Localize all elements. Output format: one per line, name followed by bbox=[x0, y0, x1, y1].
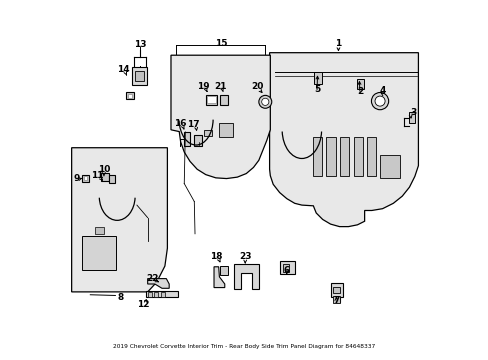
Text: 10: 10 bbox=[98, 166, 111, 175]
Text: 20: 20 bbox=[251, 82, 263, 91]
Text: 2019 Chevrolet Corvette Interior Trim - Rear Body Side Trim Panel Diagram for 84: 2019 Chevrolet Corvette Interior Trim - … bbox=[113, 344, 375, 349]
Text: 8: 8 bbox=[118, 293, 123, 302]
Bar bbox=[312, 137, 321, 176]
Bar bbox=[282, 264, 288, 272]
Bar bbox=[207, 96, 215, 103]
Polygon shape bbox=[269, 53, 418, 226]
Text: 23: 23 bbox=[239, 252, 251, 261]
Bar bbox=[101, 173, 109, 181]
Polygon shape bbox=[72, 148, 167, 292]
Text: 6: 6 bbox=[283, 266, 289, 275]
Polygon shape bbox=[171, 55, 270, 179]
Bar bbox=[332, 287, 340, 293]
Bar bbox=[218, 123, 233, 137]
Text: 2: 2 bbox=[356, 86, 363, 95]
Text: 15: 15 bbox=[214, 39, 226, 48]
Circle shape bbox=[261, 98, 268, 105]
Bar bbox=[154, 292, 158, 297]
Bar bbox=[357, 78, 363, 89]
Bar bbox=[366, 137, 376, 176]
Text: 21: 21 bbox=[213, 82, 226, 91]
Bar bbox=[82, 235, 116, 270]
Bar bbox=[126, 92, 134, 99]
Bar bbox=[183, 132, 190, 145]
Text: 14: 14 bbox=[117, 65, 130, 74]
Text: 12: 12 bbox=[137, 300, 149, 309]
Bar bbox=[220, 95, 227, 105]
Text: 3: 3 bbox=[409, 108, 415, 117]
Bar bbox=[339, 137, 348, 176]
Polygon shape bbox=[214, 267, 224, 288]
Bar bbox=[408, 112, 414, 123]
Text: 5: 5 bbox=[313, 85, 320, 94]
Bar bbox=[82, 175, 89, 182]
Text: 9: 9 bbox=[74, 175, 80, 184]
Bar bbox=[314, 72, 322, 84]
Text: 18: 18 bbox=[210, 252, 223, 261]
Bar bbox=[83, 176, 87, 180]
Text: 22: 22 bbox=[146, 274, 159, 283]
Bar bbox=[94, 227, 104, 234]
Bar bbox=[206, 95, 217, 105]
Text: 17: 17 bbox=[187, 120, 200, 129]
Text: 11: 11 bbox=[91, 171, 103, 180]
Bar bbox=[325, 137, 335, 176]
Text: 1: 1 bbox=[335, 39, 341, 48]
Bar bbox=[194, 135, 202, 146]
Text: 16: 16 bbox=[174, 119, 186, 128]
Polygon shape bbox=[147, 279, 169, 288]
Bar bbox=[128, 94, 132, 98]
Text: 13: 13 bbox=[133, 40, 146, 49]
Bar bbox=[379, 155, 399, 178]
Bar bbox=[145, 291, 178, 297]
Bar bbox=[147, 292, 152, 297]
Bar bbox=[204, 130, 211, 136]
Bar bbox=[333, 296, 339, 303]
Polygon shape bbox=[330, 283, 343, 302]
Bar bbox=[135, 71, 143, 81]
Bar bbox=[280, 261, 294, 274]
Circle shape bbox=[374, 96, 384, 106]
Bar bbox=[109, 175, 115, 183]
Text: 7: 7 bbox=[332, 296, 339, 305]
Bar bbox=[353, 137, 362, 176]
Polygon shape bbox=[233, 264, 258, 289]
Circle shape bbox=[371, 93, 388, 110]
Circle shape bbox=[258, 95, 271, 108]
Text: 19: 19 bbox=[197, 82, 209, 91]
Text: 4: 4 bbox=[379, 86, 386, 95]
Bar bbox=[132, 67, 147, 85]
Bar bbox=[160, 292, 164, 297]
Bar bbox=[220, 266, 227, 275]
